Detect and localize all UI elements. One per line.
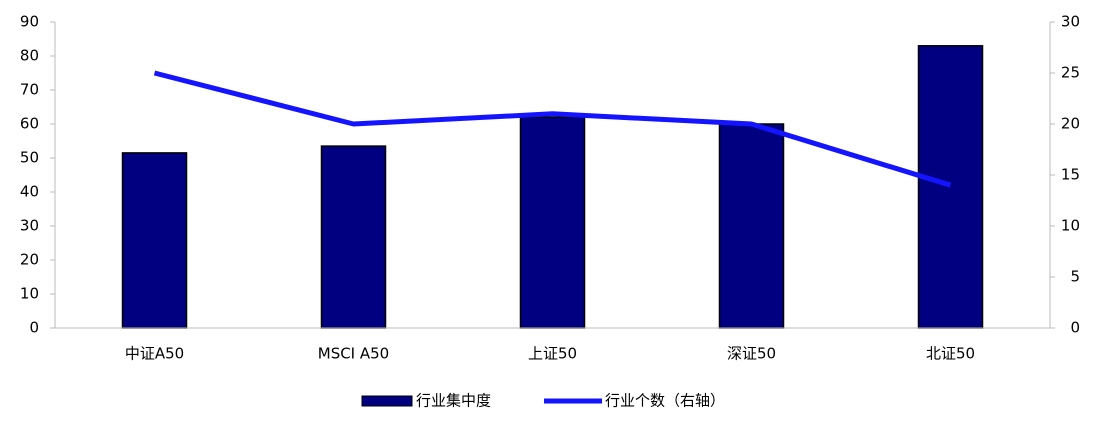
y-tick-label: 70 — [20, 81, 39, 99]
line — [153, 70, 952, 188]
y2-tick-label: 5 — [1070, 268, 1080, 286]
y2-tick-label: 30 — [1061, 13, 1080, 31]
x-tick-label: 深证50 — [727, 345, 776, 363]
y2-tick-label: 10 — [1061, 217, 1080, 235]
x-tick-label: 北证50 — [926, 345, 975, 363]
legend-label: 行业个数（右轴） — [605, 392, 725, 410]
bar — [320, 145, 387, 329]
x-tick-label: 上证50 — [528, 345, 577, 363]
bar — [718, 123, 785, 329]
y2-tick-label: 25 — [1061, 64, 1080, 82]
y2-tick-label: 20 — [1061, 115, 1080, 133]
x-tick-label: MSCI A50 — [318, 345, 389, 363]
y-tick-label: 30 — [20, 217, 39, 235]
y-tick-label: 0 — [29, 319, 39, 337]
bar — [121, 152, 188, 329]
y-tick-label: 40 — [20, 183, 39, 201]
bar — [519, 116, 586, 329]
bar — [917, 45, 984, 329]
y-tick-label: 80 — [20, 47, 39, 65]
y-tick-label: 90 — [20, 13, 39, 31]
y-tick-label: 60 — [20, 115, 39, 133]
y2-tick-label: 15 — [1061, 166, 1080, 184]
y2-tick-label: 0 — [1070, 319, 1080, 337]
x-tick-label: 中证A50 — [125, 345, 184, 363]
y-tick-label: 50 — [20, 149, 39, 167]
legend-label: 行业集中度 — [416, 392, 491, 410]
y-tick-label: 20 — [20, 251, 39, 269]
y-tick-label: 10 — [20, 285, 39, 303]
legend-swatch — [361, 395, 413, 407]
